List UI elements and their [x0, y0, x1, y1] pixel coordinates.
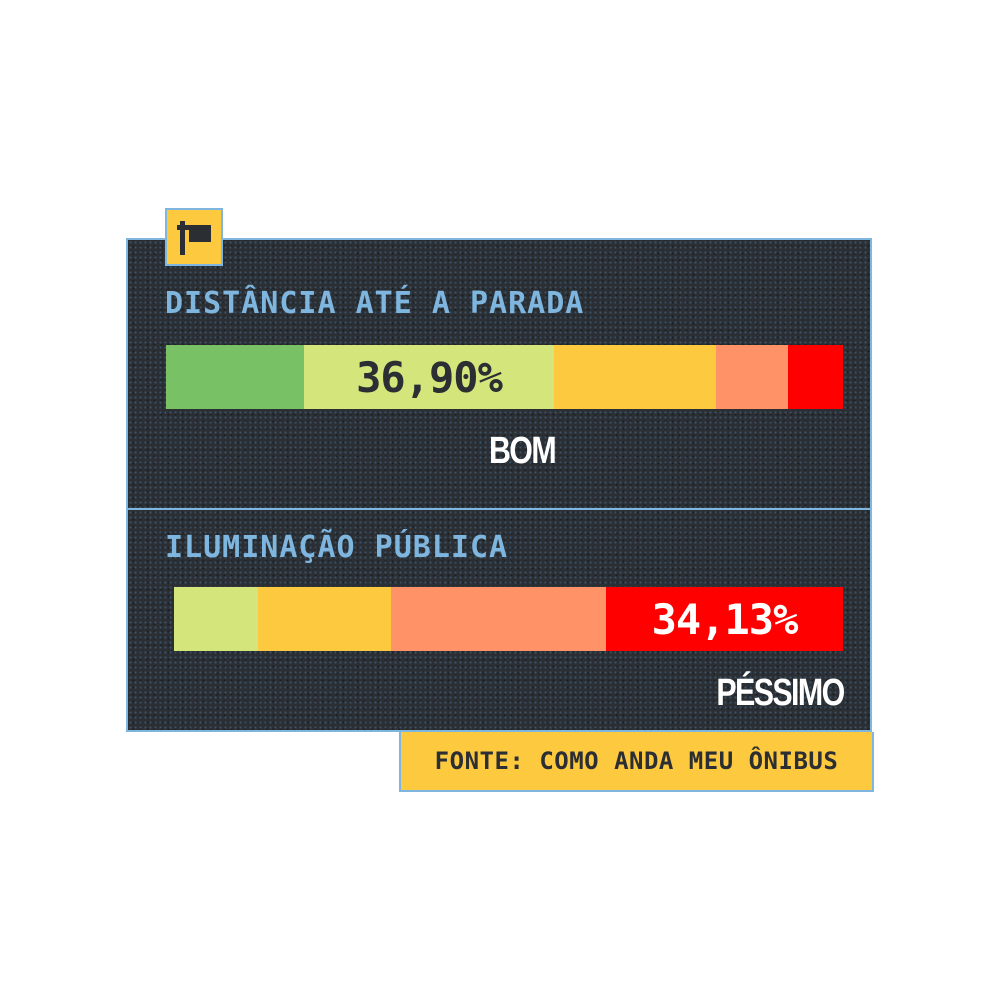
lighting-panel-title: ILUMINAÇÃO PÚBLICA — [165, 530, 509, 565]
distance-panel-title: DISTÂNCIA ATÉ A PARADA — [165, 286, 585, 321]
panel-divider — [128, 508, 870, 510]
value-label: 36,90% — [356, 352, 503, 402]
bus-stop-sign-glyph — [177, 221, 211, 255]
distance-stacked-bar: 36,90% — [166, 345, 843, 409]
lighting-stacked-bar: 34,13% — [174, 587, 843, 651]
bar-segment: 36,90% — [304, 345, 554, 409]
bar-segment — [716, 345, 788, 409]
source-note: FONTE: COMO ANDA MEU ÔNIBUS — [399, 732, 874, 792]
distance-category-label: BOM — [488, 430, 557, 472]
value-label: 34,13% — [651, 594, 799, 644]
bar-segment — [258, 587, 391, 651]
bus-stop-sign-icon — [165, 208, 223, 266]
lighting-category-label: PÉSSIMO — [716, 672, 845, 714]
bar-segment — [788, 345, 843, 409]
bar-segment — [174, 587, 258, 651]
bar-segment — [554, 345, 716, 409]
bar-segment: 34,13% — [606, 587, 843, 651]
bar-segment — [166, 345, 304, 409]
bar-segment — [391, 587, 606, 651]
